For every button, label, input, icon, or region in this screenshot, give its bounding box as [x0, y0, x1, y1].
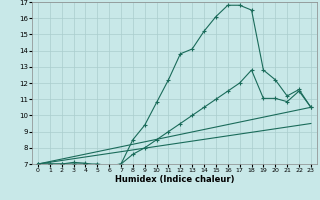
X-axis label: Humidex (Indice chaleur): Humidex (Indice chaleur): [115, 175, 234, 184]
